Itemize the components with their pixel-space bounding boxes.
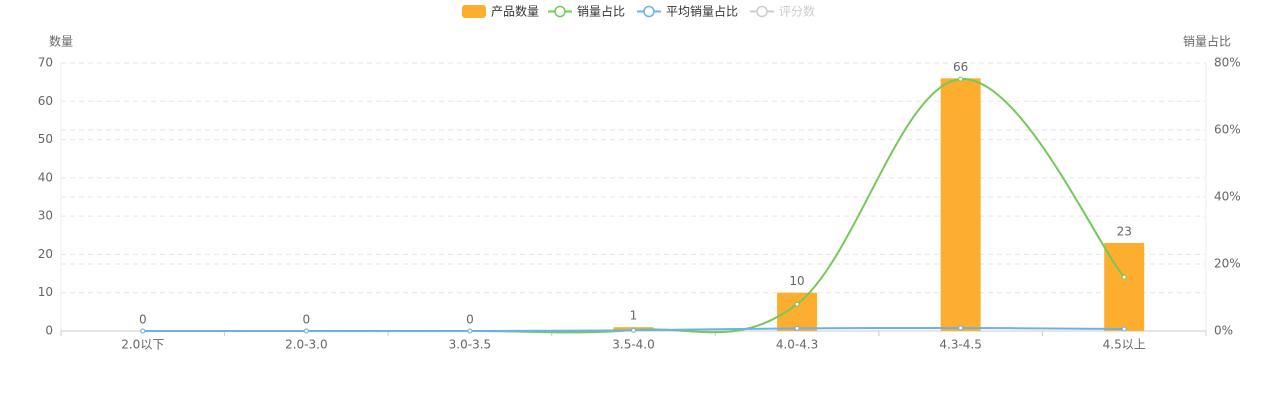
- y2-tick-label: 40%: [1214, 190, 1241, 204]
- legend-icon: [462, 5, 486, 18]
- point: [631, 327, 636, 333]
- x-tick-label: 3.5-4.0: [612, 338, 655, 352]
- y2-tick-label: 0%: [1214, 324, 1233, 338]
- x-tick-label: 4.5以上: [1103, 338, 1146, 352]
- bar: [940, 78, 981, 331]
- data-label: 0: [139, 313, 147, 327]
- x-tick-label: 3.0-3.5: [449, 338, 492, 352]
- y-tick-label: 70: [38, 56, 53, 70]
- legend-icon: [643, 5, 655, 18]
- y-tick-label: 0: [45, 324, 53, 338]
- data-label: 0: [303, 313, 311, 327]
- data-label: 23: [1117, 224, 1132, 238]
- bar: [777, 292, 818, 331]
- legend-label: 产品数量: [491, 4, 539, 19]
- y-tick-label: 40: [38, 170, 53, 184]
- legend-icon: [756, 5, 768, 18]
- y-tick-label: 30: [38, 209, 53, 223]
- x-tick-label: 2.0-3.0: [285, 338, 328, 352]
- data-label: 1: [630, 309, 638, 323]
- y2-tick-label: 60%: [1214, 123, 1241, 137]
- point: [1121, 326, 1127, 332]
- y-axis-title: 数量: [49, 34, 73, 49]
- legend-label: 评分数: [779, 4, 815, 19]
- point: [958, 325, 964, 331]
- data-label: 0: [466, 313, 474, 327]
- y2-axis-title: 销量占比: [1183, 34, 1231, 49]
- data-label: 10: [789, 274, 804, 288]
- legend-icon: [554, 5, 566, 18]
- point: [958, 76, 964, 82]
- legend-label: 平均销量占比: [666, 4, 738, 19]
- y2-tick-label: 80%: [1214, 56, 1241, 70]
- x-tick-label: 4.3-4.5: [939, 338, 982, 352]
- y-tick-label: 10: [38, 285, 53, 299]
- x-tick-label: 4.0-4.3: [776, 338, 819, 352]
- point: [140, 328, 146, 334]
- point: [794, 325, 800, 331]
- y-tick-label: 50: [38, 132, 53, 146]
- point: [303, 328, 309, 334]
- y-tick-label: 60: [38, 94, 53, 108]
- point: [1121, 274, 1127, 280]
- point: [467, 328, 473, 334]
- legend-label: 销量占比: [577, 4, 625, 19]
- y2-tick-label: 20%: [1214, 257, 1241, 271]
- point: [794, 301, 800, 307]
- y-tick-label: 20: [38, 247, 53, 261]
- data-label: 66: [953, 60, 968, 74]
- x-tick-label: 2.0以下: [121, 338, 164, 352]
